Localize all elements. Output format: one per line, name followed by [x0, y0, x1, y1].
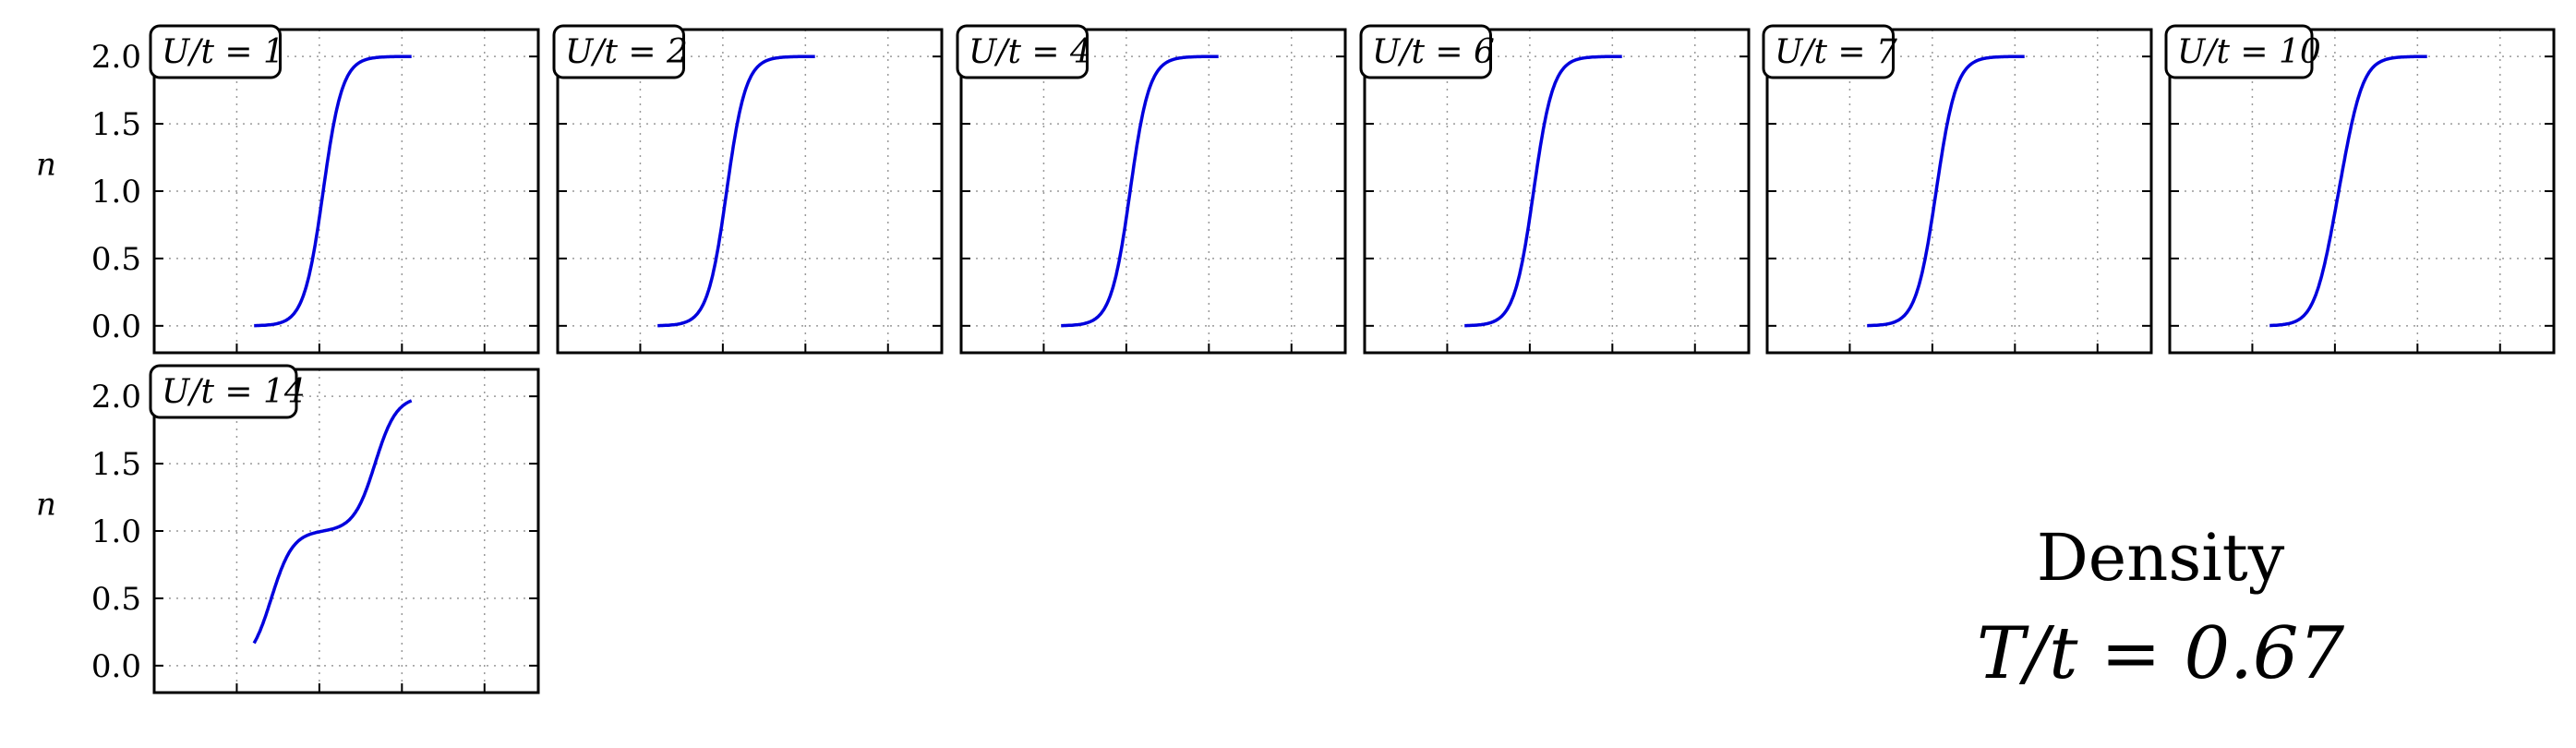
panel-frame	[1765, 28, 2153, 355]
y-tick-label: 0.5	[91, 241, 141, 278]
panel-frame	[959, 28, 1347, 355]
y-tick-label: 1.5	[91, 106, 141, 143]
density-curve	[1464, 54, 1622, 328]
panel-2: U/t = 2	[552, 24, 944, 355]
panel-label-box	[1762, 24, 1895, 79]
panel-frame	[1363, 28, 1751, 355]
panel-label-box	[1359, 24, 1492, 79]
panel-3: U/t = 4	[956, 24, 1347, 355]
y-tick-label: 2.0	[91, 39, 141, 76]
y-tick-label: 0.0	[91, 308, 141, 345]
panel-label: U/t = 1	[162, 33, 284, 71]
panel-1: 0.0 0.5 1.0 1.5 2.0 n U/t = 1	[36, 24, 540, 355]
panel-label-box	[2164, 24, 2314, 79]
panel-label: U/t = 6	[1372, 33, 1495, 71]
y-tick-label: 1.5	[91, 446, 141, 483]
panel-label-box	[956, 24, 1089, 79]
panel-label: U/t = 10	[2177, 33, 2321, 71]
y-tick-label: 1.0	[91, 513, 141, 550]
panel-frame	[556, 28, 944, 355]
panel-label-box	[149, 364, 298, 419]
y-axis-label: n	[36, 487, 56, 524]
panel-4: U/t = 6	[1359, 24, 1751, 355]
y-tick-label: 2.0	[91, 379, 141, 416]
density-curve	[657, 54, 815, 328]
panel-label: U/t = 7	[1775, 33, 1897, 71]
y-tick-label: 0.0	[91, 648, 141, 685]
panel-frame	[152, 368, 540, 694]
panel-label: U/t = 4	[969, 33, 1091, 71]
chart-title-line-2: T/t = 0.67	[1977, 612, 2345, 695]
chart-title-line-1: Density	[2037, 520, 2285, 596]
y-axis-label: n	[36, 147, 56, 184]
panel-frame	[2168, 28, 2556, 355]
panel-6: U/t = 10	[2164, 24, 2556, 355]
panel-label: U/t = 2	[565, 33, 688, 71]
y-tick-label: 0.5	[91, 581, 141, 618]
panels-group: 0.0 0.5 1.0 1.5 2.0 n U/t = 1 U/t = 2 U/t = 4 U/t…	[36, 24, 2556, 694]
density-curve	[254, 54, 412, 328]
density-curve	[1867, 54, 2025, 328]
density-curve	[2269, 54, 2427, 328]
panel-5: U/t = 7	[1762, 24, 2153, 355]
panel-7: 0.0 0.5 1.0 1.5 2.0 n U/t = 14	[36, 364, 540, 694]
panel-label-box	[149, 24, 282, 79]
density-curve	[1061, 54, 1219, 328]
y-tick-label: 1.0	[91, 174, 141, 211]
panel-frame	[152, 28, 540, 355]
density-curve	[252, 399, 413, 645]
panel-label: U/t = 14	[162, 373, 306, 411]
panel-label-box	[552, 24, 685, 79]
